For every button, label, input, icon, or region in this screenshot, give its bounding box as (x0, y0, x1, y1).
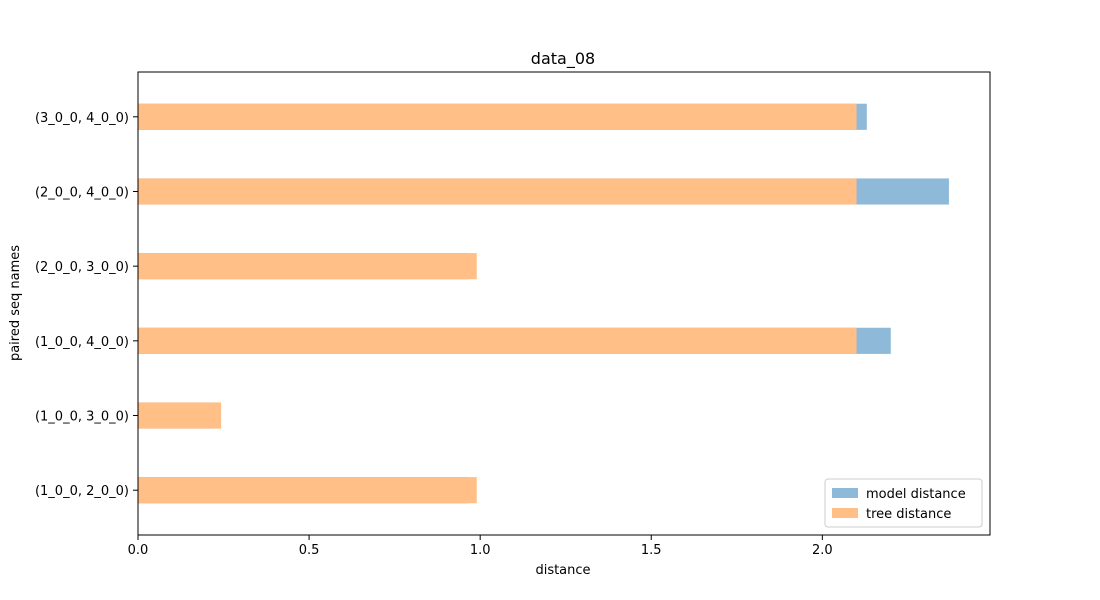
bar-tree-3 (138, 253, 477, 280)
plot-area: 0.0 0.5 1.0 1.5 2.0 (1_0_0, 2_0_0) (1_0_0, 3_0… (35, 71, 991, 558)
bar-tree-5 (138, 103, 857, 130)
x-tick-label-1: 0.5 (299, 543, 320, 558)
y-tick-label-1: (1_0_0, 3_0_0) (35, 410, 129, 425)
x-tick-label-4: 2.0 (812, 543, 833, 558)
bar-tree-0 (138, 477, 477, 504)
y-tick-label-5: (3_0_0, 4_0_0) (35, 111, 129, 126)
legend-label-0: model distance (866, 487, 966, 502)
bar-tree-2 (138, 327, 857, 354)
plot-frame (137, 71, 991, 536)
bar-tree-1 (138, 402, 222, 429)
x-tick-label-3: 1.5 (641, 543, 662, 558)
x-axis-label: distance (535, 563, 590, 578)
y-axis-label: paired seq names (8, 245, 23, 361)
y-tick-label-4: (2_0_0, 4_0_0) (35, 185, 129, 200)
legend-box (824, 478, 983, 528)
x-tick-label-2: 1.0 (470, 543, 491, 558)
bar-tree-4 (138, 178, 857, 205)
legend-swatch-0 (832, 488, 858, 498)
y-tick-label-0: (1_0_0, 2_0_0) (35, 484, 129, 499)
y-tick-label-3: (2_0_0, 3_0_0) (35, 260, 129, 275)
legend: model distance tree distance (824, 478, 983, 528)
x-tick-label-0: 0.0 (128, 543, 149, 558)
y-tick-label-2: (1_0_0, 4_0_0) (35, 335, 129, 350)
chart-title: data_08 (531, 49, 595, 69)
legend-label-1: tree distance (866, 507, 951, 522)
legend-swatch-1 (832, 508, 858, 518)
